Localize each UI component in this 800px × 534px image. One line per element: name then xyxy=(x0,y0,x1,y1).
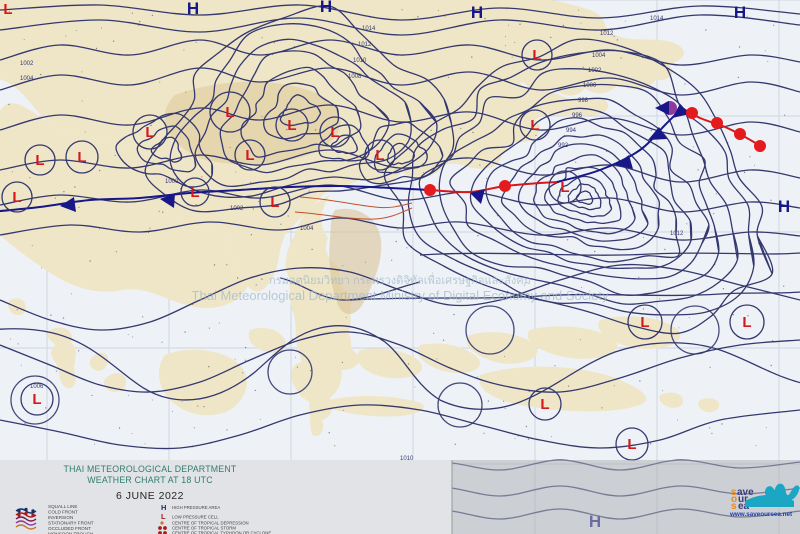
svg-text:CENTRE OF TROPICAL TYPHOON OR: CENTRE OF TROPICAL TYPHOON OR CYCLONE xyxy=(172,531,271,534)
svg-text:1008: 1008 xyxy=(348,74,362,80)
svg-text:H: H xyxy=(320,0,332,16)
svg-text:1012: 1012 xyxy=(358,42,372,48)
svg-text:H: H xyxy=(187,0,199,18)
svg-text:1014: 1014 xyxy=(650,16,664,22)
svg-text:L: L xyxy=(145,124,154,141)
svg-text:WEATHER CHART AT 18 UTC: WEATHER CHART AT 18 UTC xyxy=(87,475,213,485)
svg-text:L: L xyxy=(77,149,86,166)
svg-text:L: L xyxy=(532,47,541,64)
svg-text:994: 994 xyxy=(566,128,577,134)
svg-text:996: 996 xyxy=(572,113,583,119)
svg-text:HIGH PRESSURE AREA: HIGH PRESSURE AREA xyxy=(172,505,220,510)
svg-text:H: H xyxy=(734,3,746,22)
svg-text:L: L xyxy=(35,152,44,169)
svg-text:1004: 1004 xyxy=(592,53,606,59)
svg-text:STATIONARY FRONT: STATIONARY FRONT xyxy=(48,521,94,526)
svg-text:1010: 1010 xyxy=(353,58,367,64)
svg-text:L: L xyxy=(287,117,296,134)
svg-text:1012: 1012 xyxy=(600,31,614,37)
svg-text:L: L xyxy=(560,179,569,196)
svg-text:THAI METEOROLOGICAL DEPARTMENT: THAI METEOROLOGICAL DEPARTMENT xyxy=(64,464,237,474)
svg-text:L: L xyxy=(190,184,199,201)
svg-text:L: L xyxy=(742,314,751,331)
svg-text:INVERSION: INVERSION xyxy=(48,515,73,520)
svg-text:L: L xyxy=(530,117,539,134)
svg-text:L: L xyxy=(225,104,234,121)
svg-text:H: H xyxy=(471,3,483,22)
svg-text:Thai Meteorological Department: Thai Meteorological Department Ministry … xyxy=(192,288,609,303)
svg-text:1000: 1000 xyxy=(583,83,597,89)
svg-text:1004: 1004 xyxy=(20,76,34,82)
svg-text:L: L xyxy=(245,147,254,164)
svg-text:www.saveoursea.net: www.saveoursea.net xyxy=(729,511,793,518)
svg-text:L: L xyxy=(3,1,12,18)
svg-text:1012: 1012 xyxy=(670,231,684,237)
svg-text:L: L xyxy=(161,512,166,521)
svg-text:H: H xyxy=(778,197,790,216)
svg-text:L: L xyxy=(375,147,384,164)
svg-text:L: L xyxy=(540,396,549,413)
svg-text:1002: 1002 xyxy=(230,206,244,212)
svg-text:SQUALL LINE: SQUALL LINE xyxy=(48,504,77,509)
svg-text:L: L xyxy=(32,391,41,408)
svg-text:L: L xyxy=(627,436,636,453)
svg-text:992: 992 xyxy=(558,143,569,149)
svg-text:LOW PRESSURE CELL: LOW PRESSURE CELL xyxy=(172,515,219,520)
svg-text:L: L xyxy=(12,189,21,206)
svg-text:OCCLUDED FRONT: OCCLUDED FRONT xyxy=(48,526,91,531)
svg-text:กรมอตุนิยมวิทยา กระทรวงดิจิทัล: กรมอตุนิยมวิทยา กระทรวงดิจิทัลเพื่อเศรษฐ… xyxy=(269,272,531,287)
svg-text:1014: 1014 xyxy=(362,26,376,32)
svg-text:1000: 1000 xyxy=(165,179,179,185)
svg-text:COLD FRONT: COLD FRONT xyxy=(48,510,78,515)
svg-text:1002: 1002 xyxy=(20,61,34,67)
svg-text:L: L xyxy=(330,124,339,141)
svg-text:6 JUNE 2022: 6 JUNE 2022 xyxy=(116,490,184,502)
svg-text:L: L xyxy=(640,314,649,331)
svg-text:L: L xyxy=(270,194,279,211)
svg-text:1002: 1002 xyxy=(588,68,602,74)
svg-text:998: 998 xyxy=(578,98,589,104)
svg-text:1006: 1006 xyxy=(30,384,44,390)
svg-text:1004: 1004 xyxy=(300,226,314,232)
svg-text:H: H xyxy=(161,503,166,512)
